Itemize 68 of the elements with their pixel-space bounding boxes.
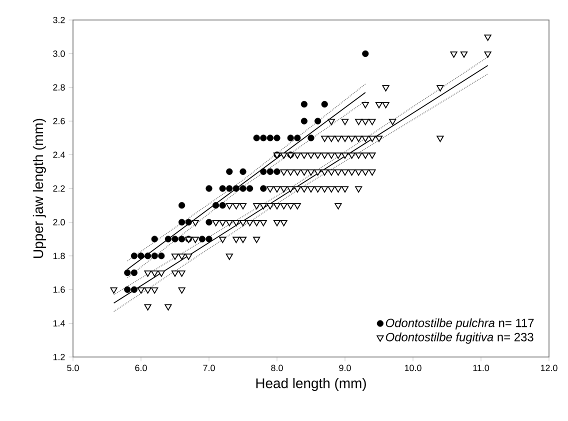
point xyxy=(246,185,254,192)
point xyxy=(266,134,274,142)
point xyxy=(198,236,206,242)
point xyxy=(151,252,158,260)
point xyxy=(185,218,192,226)
point xyxy=(164,236,172,242)
x-tick-label: 10.0 xyxy=(404,364,422,372)
point xyxy=(206,185,212,192)
point xyxy=(219,185,226,192)
x-tick-label: 9.0 xyxy=(339,364,351,372)
point xyxy=(172,236,178,242)
point xyxy=(130,252,138,260)
y-tick-label: 1.4 xyxy=(53,320,65,326)
point xyxy=(226,185,233,192)
point xyxy=(212,202,220,209)
point xyxy=(308,134,314,142)
y-tick-label: 1.6 xyxy=(53,286,65,293)
point xyxy=(240,185,246,192)
x-tick-label: 5.0 xyxy=(67,364,79,372)
x-tick-label: 12.0 xyxy=(540,364,558,372)
y-tick-label: 1.2 xyxy=(53,354,65,360)
point xyxy=(274,168,280,175)
point xyxy=(130,286,138,293)
point xyxy=(240,168,246,175)
point xyxy=(124,269,131,276)
point xyxy=(206,236,212,242)
point xyxy=(314,118,322,124)
x-tick-label: 11.0 xyxy=(473,364,490,372)
point xyxy=(124,286,131,293)
x-tick-label: 6.0 xyxy=(135,364,147,372)
y-tick-label: 3.0 xyxy=(53,50,65,57)
point xyxy=(260,185,267,192)
point xyxy=(206,218,212,226)
point xyxy=(130,269,138,276)
point xyxy=(321,100,328,108)
point xyxy=(178,202,186,209)
point xyxy=(232,185,240,192)
y-tick-label: 3.2 xyxy=(53,16,65,24)
point xyxy=(158,252,165,260)
x-tick-label: 8.0 xyxy=(271,364,283,372)
y-tick-label: 2.0 xyxy=(53,219,65,226)
point xyxy=(260,168,267,175)
x-tick-label: 7.0 xyxy=(203,364,215,372)
y-tick-label: 1.8 xyxy=(53,252,65,260)
point xyxy=(178,236,186,242)
y-tick-label: 2.6 xyxy=(53,118,65,124)
point xyxy=(219,202,226,209)
y-axis-title: Upper jaw length (mm) xyxy=(32,118,46,258)
point xyxy=(226,168,233,175)
point xyxy=(294,134,301,142)
point xyxy=(178,218,186,226)
point xyxy=(138,252,144,260)
point xyxy=(266,168,274,175)
y-tick-label: 2.2 xyxy=(53,185,65,192)
x-axis-title: Head length (mm) xyxy=(256,378,366,391)
point xyxy=(287,134,294,142)
legend-label: Odontostilbe pulchra n= 117 xyxy=(386,318,534,330)
point xyxy=(362,50,369,57)
point xyxy=(300,100,308,108)
point xyxy=(253,134,260,142)
y-tick-label: 2.8 xyxy=(53,84,65,91)
point xyxy=(300,118,308,124)
y-tick-label: 2.4 xyxy=(53,152,65,158)
legend-label: Odontostilbe fugitiva n= 233 xyxy=(386,332,534,344)
point xyxy=(260,134,267,142)
point xyxy=(144,252,152,260)
point xyxy=(151,236,158,242)
point xyxy=(274,134,280,142)
